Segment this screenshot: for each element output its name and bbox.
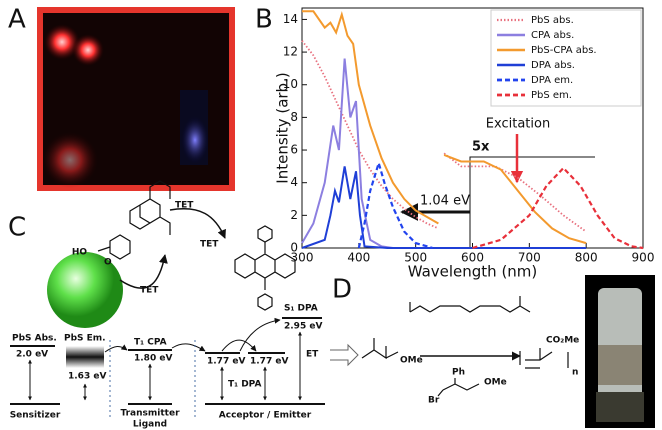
x-tick-label: 800 xyxy=(575,251,598,265)
y-axis-label: Intensity (arb.) xyxy=(274,72,292,183)
x-tick-label: 400 xyxy=(347,251,370,265)
legend-box xyxy=(490,9,642,107)
scale-bracket xyxy=(469,156,595,248)
atom-label: OMe xyxy=(400,356,423,366)
level-label: PbS Abs. xyxy=(12,334,57,344)
annotation: 1.04 eV xyxy=(420,194,470,209)
x-tick-label: 300 xyxy=(291,251,314,265)
level-label: T₁ DPA xyxy=(228,380,261,390)
level-energy: 1.77 eV xyxy=(207,357,245,367)
panel-label: A xyxy=(8,5,26,35)
y-tick-label: 0 xyxy=(290,241,298,255)
annotation: 5x xyxy=(472,140,490,155)
x-tick-label: 900 xyxy=(632,251,655,265)
panel-label: C xyxy=(8,213,26,243)
atom-label: OMe xyxy=(484,378,507,388)
annotation: Excitation xyxy=(486,117,550,132)
atom-label: CO₂Me xyxy=(546,336,579,346)
level-energy: 1.63 eV xyxy=(68,372,106,382)
group-label: Sensitizer xyxy=(10,411,61,421)
level-label: PbS Em. xyxy=(64,334,106,344)
tet-label: TET xyxy=(175,201,194,211)
y-tick-label: 6 xyxy=(290,143,298,157)
y-tick-label: 12 xyxy=(283,45,298,59)
atom-label: Br xyxy=(428,396,440,406)
et-label: ET xyxy=(306,350,319,360)
atom-label: O xyxy=(104,258,112,268)
diagram: HO O TET TET TET PbS Abs. 2.0 eV xyxy=(10,180,359,430)
legend-label: PbS-CPA abs. xyxy=(531,45,597,56)
series-line xyxy=(472,166,644,250)
level-energy: 1.80 eV xyxy=(134,354,172,364)
series-line xyxy=(357,159,434,250)
legend-label: PbS em. xyxy=(531,90,572,101)
series-line xyxy=(301,166,587,249)
x-axis-label: Wavelength (nm) xyxy=(408,263,538,281)
legend-label: DPA em. xyxy=(531,75,573,86)
y-tick-label: 8 xyxy=(290,110,298,124)
level-energy: 2.95 eV xyxy=(284,322,322,332)
x-tick-label: 500 xyxy=(404,251,427,265)
tet-label: TET xyxy=(200,240,219,250)
x-tick-label: 600 xyxy=(461,251,484,265)
y-tick-label: 2 xyxy=(290,208,298,222)
level-label: S₁ DPA xyxy=(284,304,318,314)
y-tick-label: 10 xyxy=(283,77,298,91)
atom-label: n xyxy=(572,368,578,378)
y-tick-label: 4 xyxy=(290,175,298,189)
group-label: Transmitter xyxy=(120,409,180,419)
panel-label: B xyxy=(255,5,273,35)
y-tick-label: 14 xyxy=(283,12,298,26)
level-energy: 1.77 eV xyxy=(250,357,288,367)
legend-label: PbS abs. xyxy=(531,15,574,26)
legend-label: DPA abs. xyxy=(531,60,575,71)
series-line xyxy=(301,58,394,249)
panel-label: D xyxy=(332,275,352,305)
legend-label: CPA abs. xyxy=(531,30,574,41)
x-tick-label: 700 xyxy=(518,251,541,265)
group-label: Acceptor / Emitter xyxy=(219,411,312,421)
level-energy: 2.0 eV xyxy=(16,350,48,360)
photo xyxy=(37,7,235,191)
series-line xyxy=(301,40,587,233)
atom-label: Ph xyxy=(452,368,465,378)
series-line xyxy=(302,10,587,245)
annotations: 5x Excitation 1.04 eV xyxy=(400,117,595,248)
chart: 300 400 500 600 700 800 900 0 2 4 6 8 10 12 14 Waveleng… xyxy=(274,7,655,281)
scheme: OMe CO₂Me n Ph Br OMe xyxy=(361,275,655,428)
level-label: T₁ CPA xyxy=(134,338,167,348)
group-label: Ligand xyxy=(133,420,167,430)
tet-label: TET xyxy=(140,286,159,296)
atom-label: HO xyxy=(72,248,88,258)
